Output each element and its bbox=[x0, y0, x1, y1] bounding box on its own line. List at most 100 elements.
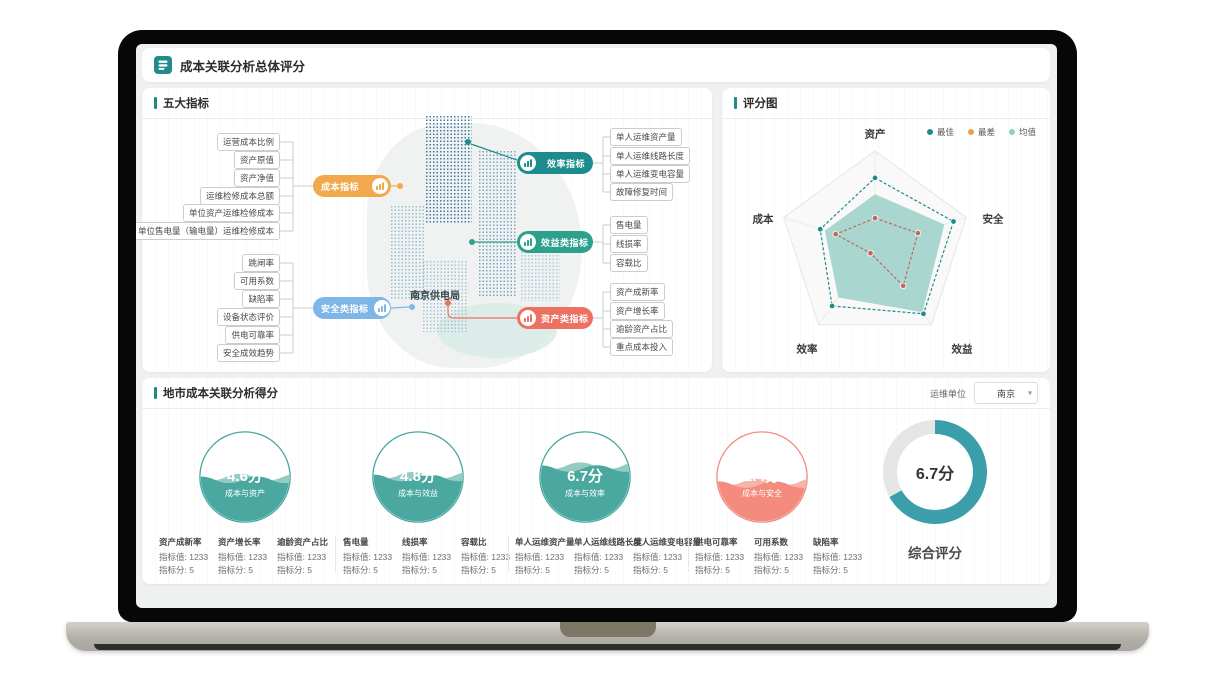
metric-column: 单人运维变电容量 指标值: 1233 指标分: 5 bbox=[633, 536, 701, 577]
mindmap-label: 可用系数 bbox=[233, 272, 280, 290]
bar-chart-icon bbox=[520, 234, 536, 250]
mindmap-label: 故障修复时间 bbox=[610, 183, 674, 201]
mindmap-label: 资产原值 bbox=[233, 151, 280, 169]
metric-column: 单人运维资产量 指标值: 1233 指标分: 5 bbox=[515, 536, 575, 577]
section-accent-bar bbox=[154, 387, 157, 399]
mindmap-label: 资产净值 bbox=[233, 169, 280, 187]
mindmap-node: 效益类指标 bbox=[517, 231, 593, 253]
metric-column: 资产成新率 指标值: 1233 指标分: 5 bbox=[159, 536, 218, 577]
bar-chart-icon bbox=[520, 310, 536, 326]
bar-chart-icon bbox=[372, 178, 388, 194]
metric-name: 线损率 bbox=[402, 537, 428, 547]
legend-label: 最差 bbox=[977, 127, 995, 137]
metric-score: 指标分: 5 bbox=[218, 565, 253, 576]
metric-column: 可用系数 指标值: 1233 指标分: 5 bbox=[754, 536, 813, 577]
city-building bbox=[478, 150, 516, 298]
city-building bbox=[422, 260, 468, 332]
panel-score-radar: 评分图 最佳 最差 均值 资产 安全 效益 效率 成本 bbox=[722, 88, 1050, 372]
city-building bbox=[390, 205, 426, 299]
radar-axis-label: 效益 bbox=[951, 343, 973, 356]
mindmap-label: 单人运维变电容量 bbox=[610, 165, 691, 183]
metric-name: 单人运维资产量 bbox=[515, 537, 575, 547]
metric-divider bbox=[335, 536, 336, 572]
radar-axis-label: 安全 bbox=[982, 213, 1004, 226]
metric-name: 可用系数 bbox=[754, 537, 789, 547]
mindmap-label: 安全成效趋势 bbox=[216, 344, 280, 362]
legend-label: 均值 bbox=[1018, 127, 1036, 137]
gauge-score: 4.6分 bbox=[227, 467, 263, 485]
app-header: 成本关联分析总体评分 bbox=[142, 48, 1050, 82]
metric-column: 单人运维线路长度 指标值: 1233 指标分: 5 bbox=[574, 536, 643, 577]
legend-dot-icon bbox=[967, 129, 974, 135]
metric-score: 指标分: 5 bbox=[277, 565, 312, 576]
legend-dot-icon bbox=[926, 129, 933, 135]
metric-name: 缺陷率 bbox=[813, 537, 839, 547]
metric-group: 单人运维资产量 指标值: 1233 指标分: 5 单人运维线路长度 指标值: 12… bbox=[515, 536, 701, 577]
legend-item[interactable]: 均值 bbox=[1008, 126, 1036, 138]
metric-score: 指标分: 5 bbox=[515, 565, 550, 576]
radar-axis-label: 效率 bbox=[796, 343, 818, 356]
metric-score: 指标分: 5 bbox=[633, 565, 668, 576]
radar-axis-label: 资产 bbox=[864, 128, 886, 141]
metric-score: 指标分: 5 bbox=[813, 565, 848, 576]
metric-value: 指标值: 1233 bbox=[343, 552, 393, 562]
metric-column: 供电可靠率 指标值: 1233 指标分: 5 bbox=[695, 536, 754, 577]
mindmap-label: 跳闸率 bbox=[242, 254, 280, 272]
mindmap-label: 资产成新率 bbox=[610, 283, 665, 301]
metric-column: 资产增长率 指标值: 1233 指标分: 5 bbox=[218, 536, 277, 577]
metric-value: 指标值: 1233 bbox=[813, 552, 863, 562]
laptop-notch bbox=[559, 622, 656, 637]
unit-select[interactable]: 南京 ▾ bbox=[974, 382, 1038, 404]
metric-score: 指标分: 5 bbox=[159, 565, 194, 576]
metric-column: 线损率 指标值: 1233 指标分: 5 bbox=[402, 536, 461, 577]
metric-value: 指标值: 1233 bbox=[515, 552, 565, 562]
city-building bbox=[425, 115, 472, 223]
overall-score-value: 6.7分 bbox=[915, 466, 955, 483]
panel-five-indicators: 五大指标 南京供电局 运营成本比例 资产原值 资产净值 运维检修成本总额 单位资产运维检… bbox=[136, 88, 712, 372]
mindmap-node: 资产类指标 bbox=[517, 307, 593, 329]
mindmap-label: 重点成本投入 bbox=[610, 338, 674, 356]
legend-item[interactable]: 最差 bbox=[967, 126, 995, 138]
panel-title: 五大指标 bbox=[163, 98, 209, 110]
mindmap-label: 逾龄资产占比 bbox=[610, 320, 674, 338]
mindmap-label: 运营成本比例 bbox=[216, 133, 280, 151]
metric-value: 指标值: 1233 bbox=[159, 552, 209, 562]
laptop-screen-bezel: 成本关联分析总体评分 五大指标 南京供电局 运营成本比例 资产原值 资产净值 运维检修… bbox=[118, 30, 1077, 622]
overall-score-label: 综合评分 bbox=[908, 546, 962, 561]
metric-name: 资产增长率 bbox=[218, 537, 261, 547]
legend-label: 最佳 bbox=[936, 127, 954, 137]
metric-group: 资产成新率 指标值: 1233 指标分: 5 资产增长率 指标值: 1233 指标… bbox=[159, 536, 336, 577]
metric-divider bbox=[508, 536, 509, 572]
section-accent-bar bbox=[734, 97, 737, 109]
metric-value: 指标值: 1233 bbox=[461, 552, 511, 562]
metric-value: 指标值: 1233 bbox=[574, 552, 624, 562]
metric-value: 指标值: 1233 bbox=[402, 552, 452, 562]
metric-column: 售电量 指标值: 1233 指标分: 5 bbox=[343, 536, 402, 577]
gauge-label: 成本与效益 bbox=[398, 489, 438, 499]
dashboard-screen: 成本关联分析总体评分 五大指标 南京供电局 运营成本比例 资产原值 资产净值 运维检修… bbox=[136, 44, 1057, 608]
metric-name: 逾龄资产占比 bbox=[277, 537, 329, 547]
metric-group: 售电量 指标值: 1233 指标分: 5 线损率 指标值: 1233 指标分: 5… bbox=[343, 536, 520, 577]
metric-name: 单人运维线路长度 bbox=[574, 537, 643, 547]
mindmap-label: 单位资产运维检修成本 bbox=[182, 204, 280, 222]
liquid-gauge-cost-asset: 4.6分 成本与资产 bbox=[198, 430, 292, 524]
metric-score: 指标分: 5 bbox=[343, 565, 378, 576]
mindmap-label: 单位售电量（输电量）运维检修成本 bbox=[136, 222, 280, 240]
metric-name: 资产成新率 bbox=[159, 537, 202, 547]
gauge-score: 4.8分 bbox=[400, 467, 436, 485]
mindmap-label: 运维检修成本总额 bbox=[199, 187, 280, 205]
gauge-score: 6.7分 bbox=[567, 467, 603, 485]
metric-name: 供电可靠率 bbox=[695, 537, 738, 547]
legend-item[interactable]: 最佳 bbox=[926, 126, 954, 138]
gauge-label: 成本与安全 bbox=[742, 489, 782, 499]
mindmap-label: 缺陷率 bbox=[242, 290, 280, 308]
mindmap-connectors bbox=[280, 136, 610, 354]
metric-name: 容载比 bbox=[461, 537, 487, 547]
liquid-gauge-cost-benefit: 4.8分 成本与效益 bbox=[371, 430, 465, 524]
panel-title: 评分图 bbox=[743, 98, 778, 110]
gauge-label: 成本与效率 bbox=[565, 489, 605, 499]
metric-name: 售电量 bbox=[343, 537, 369, 547]
metric-score: 指标分: 5 bbox=[402, 565, 437, 576]
gauge-score: 1.4分 bbox=[744, 467, 780, 485]
unit-select-value: 南京 bbox=[996, 388, 1015, 399]
